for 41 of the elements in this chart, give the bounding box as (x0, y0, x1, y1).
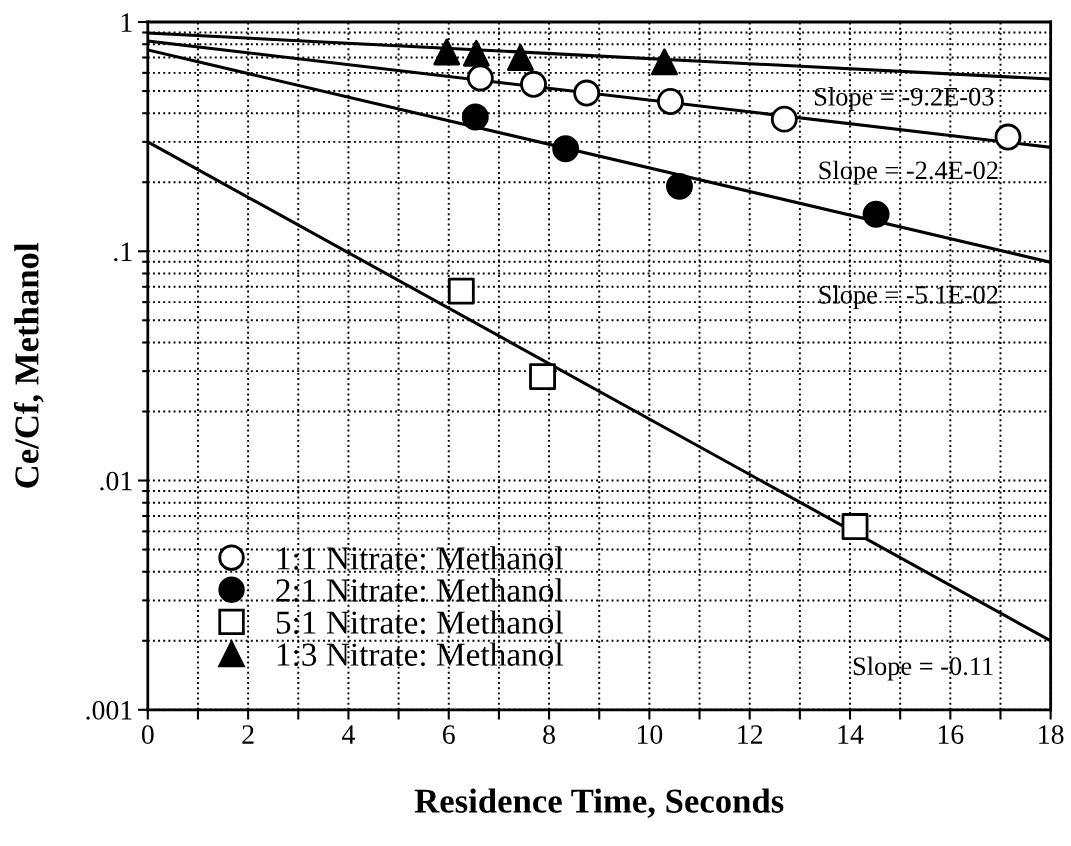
point (573, 79, 601, 107)
x-tick-label: 10 (637, 725, 663, 744)
x-tick-label: 0 (141, 725, 154, 744)
point (447, 277, 475, 305)
x-tick-label: 4 (342, 725, 355, 744)
point (841, 513, 869, 540)
legend-label: 1:1 Nitrate: Methanol (277, 546, 564, 570)
y-tick-label: .01 (100, 471, 132, 491)
x-tick-label: 18 (1039, 725, 1064, 744)
point (552, 135, 580, 163)
point (770, 105, 798, 133)
point (462, 39, 490, 67)
point (994, 123, 1022, 151)
x-tick-label: 16 (938, 725, 964, 744)
point (862, 200, 890, 228)
point (666, 172, 693, 200)
annotation: Slope = -5.1E-02 (819, 285, 998, 310)
legend-label: 5:1 Nitrate: Methanol (276, 610, 564, 634)
x-tick-label: 6 (443, 725, 455, 744)
x-axis-title: Residence Time, Seconds (414, 788, 784, 818)
annotation: Slope = -9.2E-03 (814, 87, 994, 111)
point (507, 44, 534, 71)
x-tick-label: 14 (838, 725, 864, 744)
y-tick-label: .1 (114, 242, 132, 262)
annotation: Slope = -0.11 (853, 656, 993, 681)
y-tick-label: 1 (121, 13, 132, 32)
point (461, 103, 489, 131)
y-tick-label: .001 (86, 700, 132, 720)
x-tick-label: 12 (738, 725, 763, 744)
point (529, 363, 556, 391)
point (466, 64, 494, 92)
x-tick-label: 8 (543, 725, 555, 744)
point (520, 70, 547, 98)
point (651, 48, 678, 76)
annotation: Slope = -2.4E-02 (819, 160, 998, 185)
point (657, 88, 684, 115)
point (433, 38, 461, 66)
legend-label: 2:1 Nitrate: Methanol (276, 578, 564, 602)
y-axis-title: Ce/Cf, Methanol (13, 243, 44, 488)
legend-label: 1:3 Nitrate: Methanol (277, 642, 564, 667)
x-tick-label: 2 (242, 725, 254, 744)
